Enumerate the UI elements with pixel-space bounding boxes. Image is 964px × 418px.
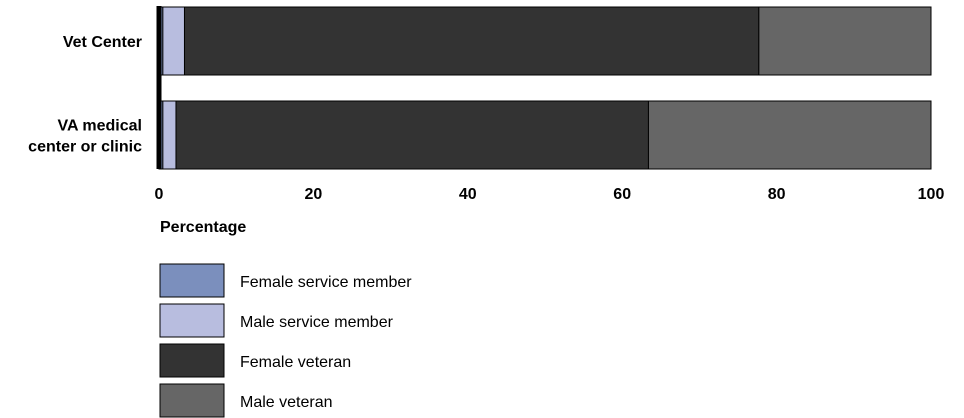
bar-0-series-1 xyxy=(162,6,185,76)
legend-label-2: Female veteran xyxy=(240,354,351,371)
bar-0-series-3 xyxy=(758,6,932,76)
category-label-1-line-0: VA medical xyxy=(58,118,142,135)
legend: Female service member Male service member… xyxy=(159,263,412,418)
bar-1-series-3 xyxy=(647,100,932,170)
legend-label-3: Male veteran xyxy=(240,394,333,411)
bar-0-series-2 xyxy=(183,6,760,76)
x-axis-title: Percentage xyxy=(160,219,246,236)
legend-label-0: Female service member xyxy=(240,274,412,291)
legend-label-1: Male service member xyxy=(240,314,394,331)
x-tick-label-2: 40 xyxy=(459,186,477,203)
category-label-0-line-0: Vet Center xyxy=(63,34,142,51)
bars-group xyxy=(158,6,932,170)
legend-swatch-0 xyxy=(159,263,225,298)
x-tick-label-0: 0 xyxy=(155,186,164,203)
category-labels: Vet Center VA medical center or clinic xyxy=(28,34,142,156)
bar-1-series-2 xyxy=(175,100,649,170)
bar-1-series-1 xyxy=(162,100,177,170)
x-tick-labels: 0 20 40 60 80 100 xyxy=(155,186,945,203)
x-tick-label-4: 80 xyxy=(768,186,786,203)
category-label-1-line-1: center or clinic xyxy=(28,139,142,156)
x-tick-label-5: 100 xyxy=(918,186,945,203)
legend-swatch-1 xyxy=(159,303,225,338)
x-tick-label-1: 20 xyxy=(305,186,323,203)
x-tick-label-3: 60 xyxy=(613,186,631,203)
legend-swatch-2 xyxy=(159,343,225,378)
legend-swatch-3 xyxy=(159,383,225,418)
